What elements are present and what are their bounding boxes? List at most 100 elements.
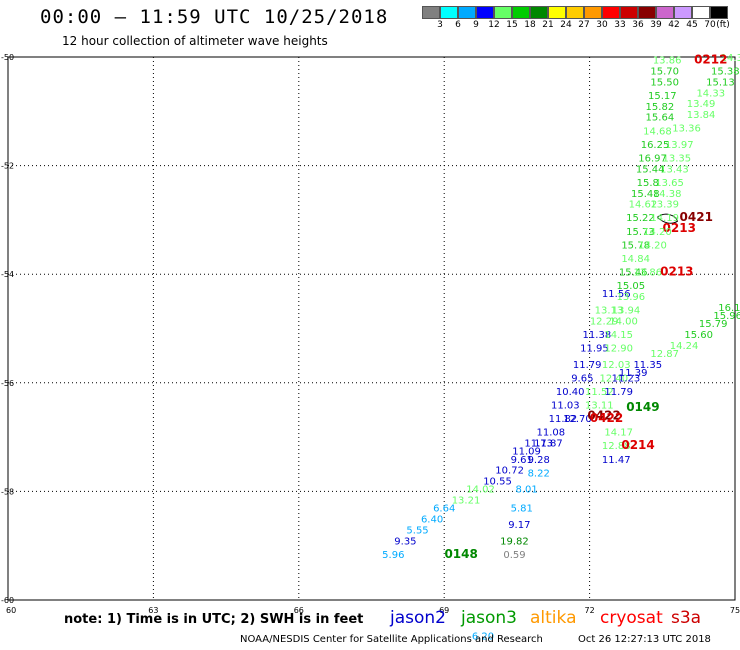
colorbar-swatch bbox=[422, 6, 440, 19]
colorbar-swatch bbox=[476, 6, 494, 19]
legend-item-s3a: s3a bbox=[671, 608, 702, 628]
x-tick-label: 69 bbox=[439, 606, 449, 615]
data-point-label: 13.94 bbox=[612, 305, 641, 316]
data-point-label: 0149 bbox=[626, 400, 659, 414]
credit-text: NOAA/NESDIS Center for Satellite Applica… bbox=[240, 634, 543, 645]
y-tick-label: -58 bbox=[1, 487, 14, 496]
data-point-label: 6.40 bbox=[421, 515, 443, 526]
colorbar-swatch bbox=[584, 6, 602, 19]
note-text: note: 1) Time is in UTC; 2) SWH is in fe… bbox=[64, 612, 364, 627]
data-point-label: 15.22 bbox=[626, 213, 655, 224]
colorbar-swatch bbox=[548, 6, 566, 19]
data-point-label: 16.15 bbox=[718, 303, 740, 314]
data-point-label: 5.96 bbox=[382, 550, 404, 561]
colorbar-swatch bbox=[710, 6, 728, 19]
data-point-label: 11.35 bbox=[633, 360, 662, 371]
page-subtitle: 12 hour collection of altimeter wave hei… bbox=[62, 34, 328, 48]
data-point-label: 13.11 bbox=[585, 401, 614, 412]
data-point-label: 13.86 bbox=[653, 56, 682, 67]
data-point-label: 6.20 bbox=[472, 631, 494, 642]
data-point-label: 9.61 bbox=[511, 455, 533, 466]
data-point-label: 12.40 bbox=[600, 373, 629, 384]
colorbar-swatch bbox=[692, 6, 710, 19]
colorbar-label: (ft) bbox=[716, 20, 730, 30]
data-point-label: 11.79 bbox=[573, 360, 602, 371]
data-point-label: 16.97 bbox=[638, 153, 667, 164]
data-point-label: 15.60 bbox=[684, 330, 713, 341]
x-tick-label: 66 bbox=[294, 606, 304, 615]
data-point-label: 15.50 bbox=[650, 77, 679, 88]
data-point-label: 0214 bbox=[621, 438, 654, 452]
data-point-label: 15.70 bbox=[650, 67, 679, 78]
colorbar-swatch bbox=[566, 6, 584, 19]
colorbar-swatch bbox=[440, 6, 458, 19]
data-point-label: 0213 bbox=[660, 264, 693, 278]
data-point-label: 13.65 bbox=[655, 178, 684, 189]
colorbar-label: 21 bbox=[542, 20, 554, 30]
colorbar-swatch bbox=[602, 6, 620, 19]
colorbar-label: 45 bbox=[686, 20, 698, 30]
colorbar-swatch bbox=[674, 6, 692, 19]
data-point-label: 11.79 bbox=[604, 387, 633, 398]
colorbar-label: 24 bbox=[560, 20, 572, 30]
data-point-label: 5.55 bbox=[406, 525, 428, 536]
colorbar-label: 15 bbox=[506, 20, 518, 30]
data-point-label: 14.38 bbox=[653, 189, 682, 200]
page-title: 00:00 – 11:59 UTC 10/25/2018 bbox=[40, 6, 389, 28]
y-tick-label: -60 bbox=[1, 596, 14, 605]
data-point-label: 14.17 bbox=[604, 428, 633, 439]
x-tick-label: 75 bbox=[730, 606, 740, 615]
legend-item-jason2: jason2 bbox=[390, 608, 446, 628]
data-point-label: 15.8 bbox=[637, 178, 659, 189]
colorbar-swatch bbox=[656, 6, 674, 19]
colorbar-label: 9 bbox=[473, 20, 479, 30]
data-point-label: 0.59 bbox=[503, 550, 525, 561]
data-point-label: 15.46 bbox=[619, 267, 648, 278]
data-point-label: 9.28 bbox=[528, 455, 550, 466]
colorbar-label: 30 bbox=[596, 20, 608, 30]
data-point-label: 9.65 bbox=[571, 373, 593, 384]
data-point-label: 13.43 bbox=[660, 164, 689, 175]
colorbar-label: 27 bbox=[578, 20, 590, 30]
data-point-label: 5.81 bbox=[511, 504, 533, 515]
colorbar-label: 70 bbox=[704, 20, 716, 30]
data-point-label: 15.78 bbox=[621, 240, 650, 251]
data-point-label: 8.22 bbox=[528, 468, 550, 479]
colorbar-labels: 3 6 9 12 15 18 21 24 27 30 33 36 39 42 45 70 (ft) bbox=[422, 20, 740, 32]
colorbar-label: 39 bbox=[650, 20, 662, 30]
data-point-label: 15.13 bbox=[706, 77, 735, 88]
data-point-label: 13.35 bbox=[663, 153, 692, 164]
colorbar-label: 33 bbox=[614, 20, 626, 30]
colorbar-label: 6 bbox=[455, 20, 461, 30]
data-point-label: 11.47 bbox=[602, 455, 631, 466]
colorbar bbox=[422, 6, 728, 19]
data-point-label: 15.96 bbox=[713, 311, 740, 322]
data-point-label: 0148 bbox=[444, 547, 477, 561]
data-point-label: 15.73 bbox=[626, 227, 655, 238]
data-point-label: 0212 bbox=[694, 53, 727, 67]
colorbar-label: 12 bbox=[488, 20, 500, 30]
data-point-label: 15.79 bbox=[699, 319, 728, 330]
data-point-label: 12.90 bbox=[604, 344, 633, 355]
data-point-label: 11.56 bbox=[602, 289, 631, 300]
data-point-label: 0421 bbox=[680, 210, 713, 224]
data-point-label: 14.20 bbox=[643, 227, 672, 238]
data-point-label: 15.82 bbox=[646, 102, 675, 113]
data-point-label: 13.49 bbox=[687, 99, 716, 110]
data-point-label: 0422 bbox=[587, 408, 620, 422]
data-point-label: 6.64 bbox=[433, 504, 455, 515]
data-point-label: 15.44 bbox=[636, 164, 665, 175]
colorbar-swatch bbox=[512, 6, 530, 19]
colorbar-label: 42 bbox=[668, 20, 680, 30]
data-point-label: 14.20 bbox=[638, 240, 667, 251]
data-point-label: 12.87 bbox=[650, 349, 679, 360]
data-point-label: 14.19 bbox=[650, 213, 679, 224]
data-point-label: 11.09 bbox=[512, 447, 541, 458]
data-point-label: 14.00 bbox=[609, 316, 638, 327]
data-point-label: 8.01 bbox=[515, 485, 537, 496]
data-point-label: 11.82 bbox=[549, 414, 578, 425]
data-point-label: 13.13 bbox=[595, 305, 624, 316]
data-point-label: 9.17 bbox=[508, 520, 530, 531]
legend-item-altika: altika bbox=[530, 608, 577, 628]
